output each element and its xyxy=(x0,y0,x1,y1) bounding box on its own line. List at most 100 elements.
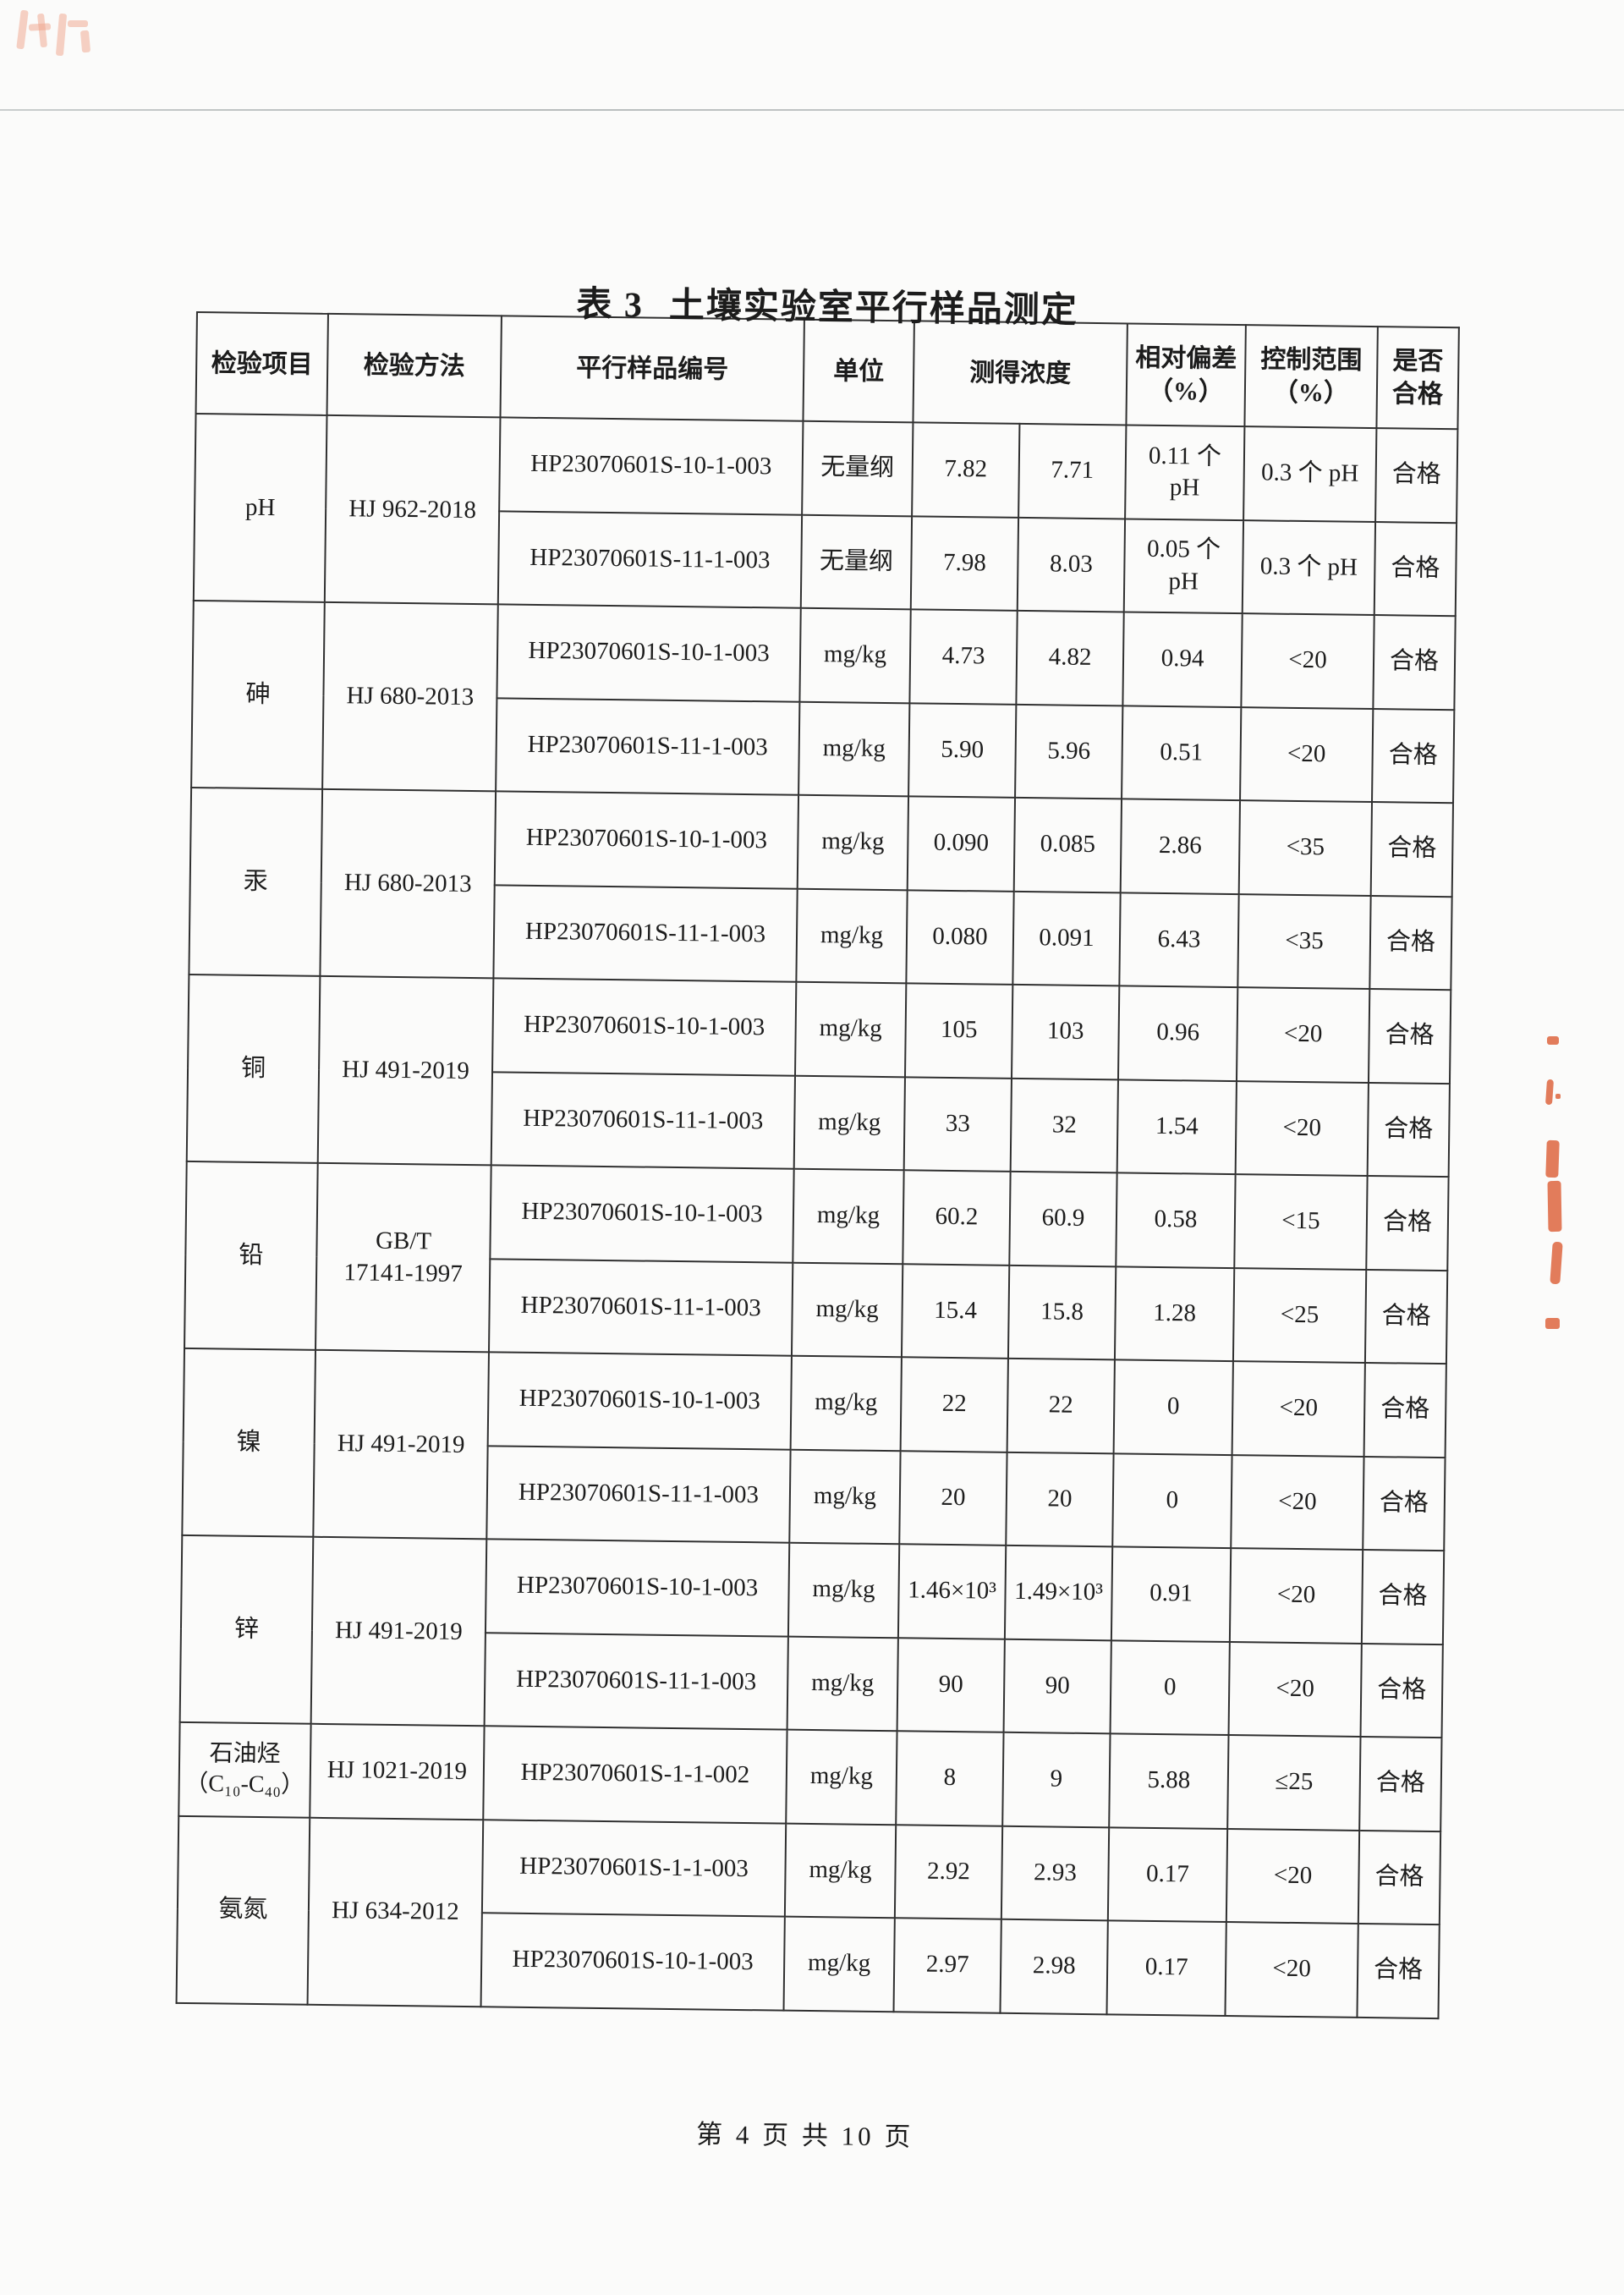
conc1-cell: 8 xyxy=(896,1731,1004,1826)
range-cell: <20 xyxy=(1228,1641,1362,1737)
scan-artifact-right-edge xyxy=(1550,1241,1563,1285)
deviation-cell: 0 xyxy=(1112,1452,1232,1549)
sample-id-cell: HP23070601S-10-1-003 xyxy=(494,791,799,889)
conc1-cell: 7.98 xyxy=(910,515,1019,611)
deviation-cell: 0.91 xyxy=(1111,1546,1232,1642)
deviation-cell: 0.17 xyxy=(1106,1920,1226,2016)
range-cell: <20 xyxy=(1236,987,1370,1083)
header-deviation: 相对偏差 （%） xyxy=(1126,323,1246,427)
range-cell: <20 xyxy=(1225,1922,1358,2018)
deviation-cell: 0.11 个 pH xyxy=(1125,425,1245,520)
scanned-content: 表 3 土壤实验室平行样品测定 检验项目 检验方法 平行样品编号 单位 测得浓度 … xyxy=(176,285,1460,2152)
pass-cell: 合格 xyxy=(1368,989,1451,1084)
header-qualified: 是否 合格 xyxy=(1376,327,1459,430)
pass-cell: 合格 xyxy=(1363,1362,1446,1458)
pass-cell: 合格 xyxy=(1360,1643,1443,1738)
unit-cell: mg/kg xyxy=(783,1916,895,2012)
unit-cell: mg/kg xyxy=(793,1168,904,1264)
sample-id-cell: HP23070601S-1-1-003 xyxy=(481,1819,787,1917)
item-cell: 铅 xyxy=(184,1161,318,1350)
scan-artifact-right-edge xyxy=(1545,1139,1560,1178)
deviation-cell: 0.96 xyxy=(1117,986,1238,1081)
range-cell: <35 xyxy=(1238,800,1373,896)
conc2-cell: 60.9 xyxy=(1009,1171,1117,1266)
scan-artifact-right-edge xyxy=(1547,1036,1559,1045)
conc1-cell: 15.4 xyxy=(901,1263,1010,1359)
conc1-cell: 105 xyxy=(905,983,1013,1079)
conc1-cell: 5.90 xyxy=(908,702,1017,798)
item-cell: 氨氮 xyxy=(176,1815,310,2005)
item-cell: 砷 xyxy=(191,600,325,789)
range-cell: <20 xyxy=(1235,1080,1369,1176)
item-cell: 汞 xyxy=(189,787,323,976)
conc1-cell: 4.73 xyxy=(909,609,1018,705)
header-sample-id: 平行样品编号 xyxy=(500,316,804,421)
scan-artifact-top-left xyxy=(36,13,48,48)
conc2-cell: 9 xyxy=(1002,1732,1111,1827)
table-title-text: 土壤实验室平行样品测定 xyxy=(668,286,1079,331)
method-cell: HJ 680-2013 xyxy=(322,601,498,792)
conc2-cell: 15.8 xyxy=(1007,1265,1116,1360)
deviation-cell: 0.94 xyxy=(1122,612,1243,707)
conc2-cell: 0.085 xyxy=(1013,797,1122,892)
deviation-cell: 0.58 xyxy=(1116,1172,1236,1268)
unit-cell: mg/kg xyxy=(793,1075,906,1171)
range-cell: <25 xyxy=(1232,1267,1367,1363)
range-cell: 0.3 个 pH xyxy=(1243,426,1377,522)
unit-cell: mg/kg xyxy=(798,701,910,797)
parallel-sample-table: 检验项目 检验方法 平行样品编号 单位 测得浓度 相对偏差 （%） 控制范围 （… xyxy=(176,311,1460,2019)
conc1-cell: 1.46×10³ xyxy=(897,1544,1007,1639)
conc1-cell: 33 xyxy=(903,1076,1012,1172)
unit-cell: mg/kg xyxy=(799,607,911,703)
range-cell: <20 xyxy=(1229,1548,1363,1644)
conc2-cell: 0.091 xyxy=(1012,891,1121,986)
header-concentration: 测得浓度 xyxy=(913,321,1127,426)
method-cell: HJ 491-2019 xyxy=(313,1349,489,1540)
pass-cell: 合格 xyxy=(1358,1830,1441,1925)
sample-id-cell: HP23070601S-11-1-003 xyxy=(497,510,803,608)
method-cell: HJ 491-2019 xyxy=(310,1536,487,1727)
sample-id-cell: HP23070601S-10-1-003 xyxy=(487,1352,792,1450)
conc1-cell: 90 xyxy=(897,1637,1005,1732)
method-cell: HJ 1021-2019 xyxy=(310,1723,485,1820)
pass-cell: 合格 xyxy=(1373,615,1456,710)
unit-cell: mg/kg xyxy=(797,794,909,890)
pass-cell: 合格 xyxy=(1364,1269,1448,1364)
scan-artifact-right-edge xyxy=(1545,1318,1560,1329)
unit-cell: mg/kg xyxy=(791,1262,903,1358)
deviation-cell: 0.17 xyxy=(1107,1826,1228,1923)
deviation-cell: 1.28 xyxy=(1114,1266,1235,1362)
pass-cell: 合格 xyxy=(1366,1175,1449,1271)
range-cell: <35 xyxy=(1237,893,1371,990)
conc2-cell: 103 xyxy=(1011,984,1120,1079)
scan-artifact-top-left xyxy=(68,20,88,27)
scan-artifact-top-left xyxy=(55,13,68,57)
item-cell: 锌 xyxy=(179,1535,314,1724)
unit-cell: mg/kg xyxy=(784,1823,897,1919)
conc2-cell: 1.49×10³ xyxy=(1004,1545,1113,1640)
sample-id-cell: HP23070601S-10-1-003 xyxy=(490,1165,794,1263)
sample-id-cell: HP23070601S-10-1-003 xyxy=(499,417,804,515)
scan-divider-line xyxy=(0,109,1624,111)
scan-artifact-right-edge xyxy=(1547,1180,1562,1233)
unit-cell: mg/kg xyxy=(790,1355,902,1451)
deviation-cell: 6.43 xyxy=(1119,892,1239,988)
pass-cell: 合格 xyxy=(1363,1456,1446,1551)
sample-id-cell: HP23070601S-11-1-003 xyxy=(488,1258,793,1356)
conc2-cell: 5.96 xyxy=(1015,704,1123,799)
page-number: 第 4 页 共 10 页 xyxy=(695,2119,914,2152)
deviation-cell: 0.51 xyxy=(1122,705,1242,801)
scan-artifact-top-left xyxy=(16,9,29,50)
item-cell: 石油烃 （C₁₀-C₄₀） xyxy=(178,1721,311,1818)
conc2-cell: 8.03 xyxy=(1017,517,1126,612)
deviation-cell: 0.05 个 pH xyxy=(1123,518,1244,614)
method-cell: GB/T 17141-1997 xyxy=(315,1162,491,1353)
item-cell: pH xyxy=(193,414,327,602)
range-cell: <20 xyxy=(1226,1828,1360,1924)
unit-cell: mg/kg xyxy=(789,1449,901,1545)
unit-cell: 无量纲 xyxy=(802,420,914,516)
pass-cell: 合格 xyxy=(1361,1549,1445,1644)
sample-id-cell: HP23070601S-10-1-003 xyxy=(485,1539,790,1637)
deviation-cell: 5.88 xyxy=(1109,1733,1229,1829)
conc1-cell: 0.080 xyxy=(906,889,1014,985)
